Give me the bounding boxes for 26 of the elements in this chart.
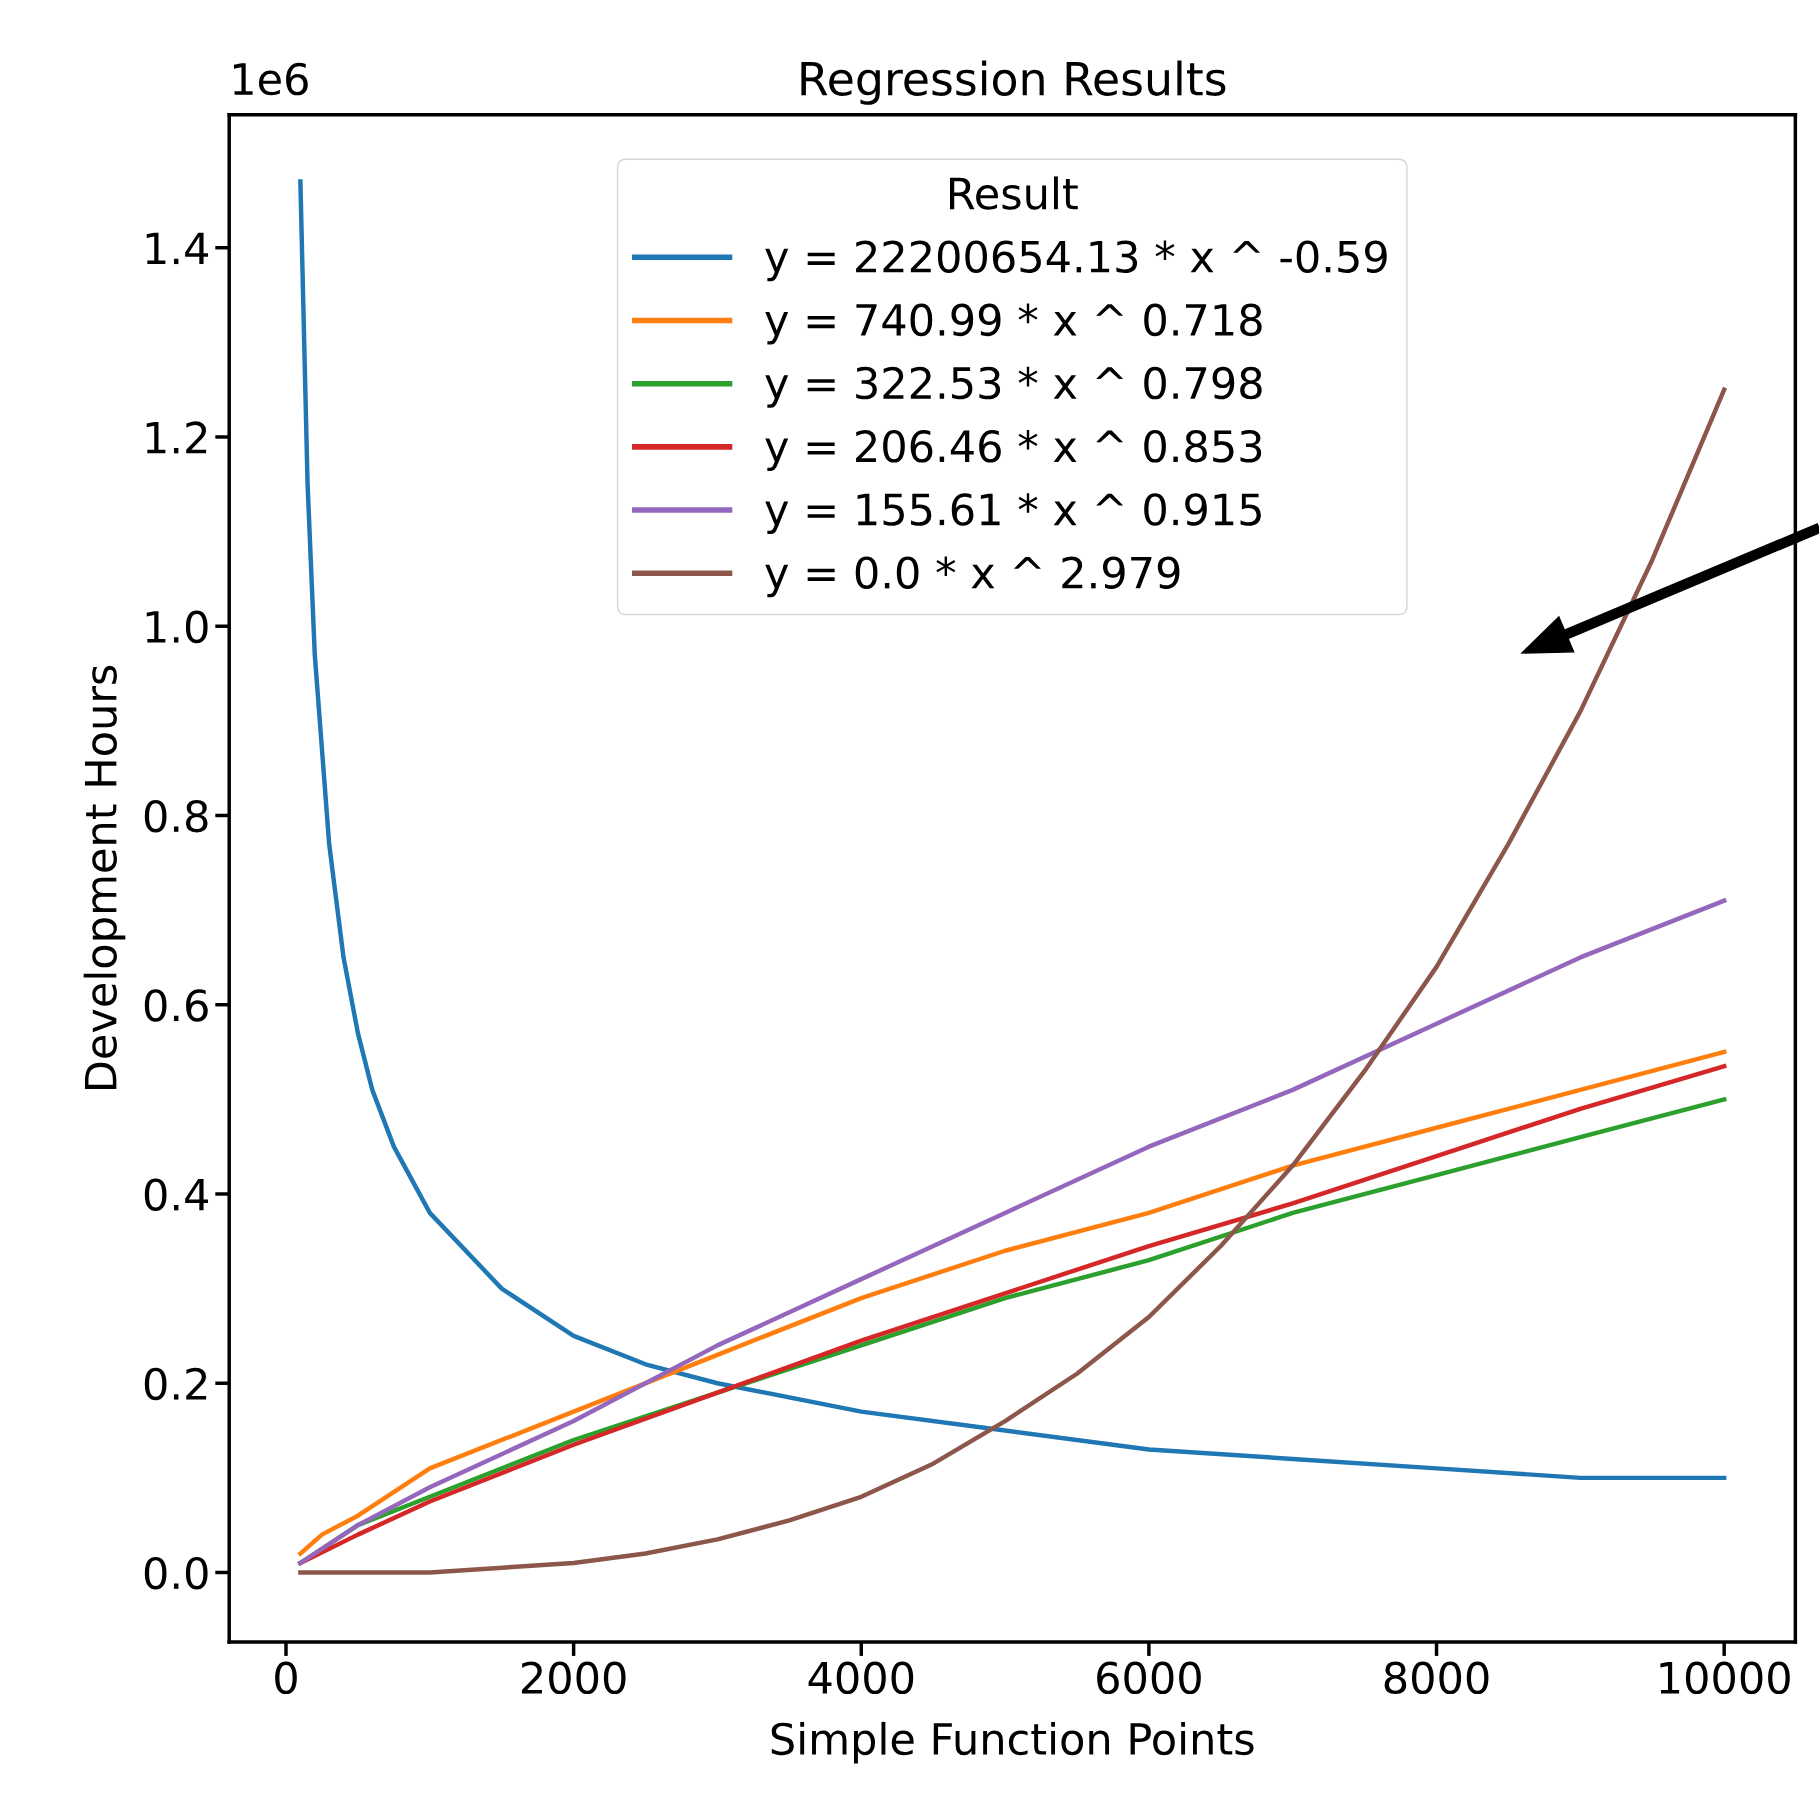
legend-label: y = 22200654.13 * x ^ -0.59 xyxy=(765,240,1387,282)
y-axis-title: Development Hours xyxy=(83,665,126,1090)
y-tick-label: 0.8 xyxy=(144,799,208,833)
legend-label: y = 206.46 * x ^ 0.853 xyxy=(765,429,1262,471)
y-tick-label: 1.2 xyxy=(146,421,207,454)
y-tick-label: 0.4 xyxy=(144,1178,209,1211)
x-tick-label: 10000 xyxy=(1660,1661,1790,1695)
legend-label: y = 322.53 * x ^ 0.798 xyxy=(765,366,1262,408)
chart-title: Regression Results xyxy=(801,60,1226,105)
x-tick-label: 8000 xyxy=(1384,1661,1489,1695)
x-tick-label: 0 xyxy=(275,1661,297,1695)
legend-label: y = 740.99 * x ^ 0.718 xyxy=(765,303,1262,345)
y-tick-label: 0.2 xyxy=(144,1367,207,1401)
x-tick-label: 2000 xyxy=(522,1661,626,1695)
y-tick-label: 0.6 xyxy=(144,989,208,1022)
line-series xyxy=(298,898,1727,1566)
text: 1e6 xyxy=(233,62,308,96)
legend-label: y = 0.0 * x ^ 2.979 xyxy=(765,556,1180,598)
y-tick-label: 0.0 xyxy=(144,1556,208,1590)
x-axis-title: Simple Function Points xyxy=(771,1721,1254,1764)
x-tick-label: 6000 xyxy=(1097,1661,1201,1695)
legend-title: Result xyxy=(949,176,1078,210)
y-tick-label: 1.0 xyxy=(146,610,208,644)
legend-label: y = 155.61 * x ^ 0.915 xyxy=(765,493,1261,535)
y-tick-label: 1.4 xyxy=(146,232,209,265)
x-tick-label: 4000 xyxy=(808,1661,914,1695)
